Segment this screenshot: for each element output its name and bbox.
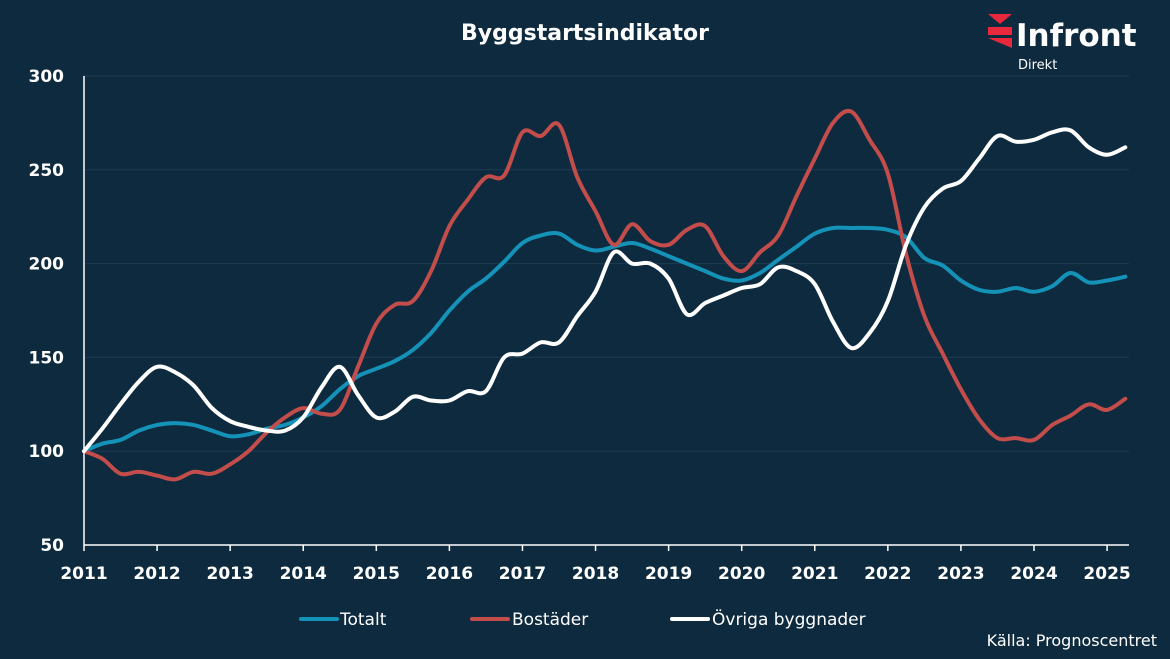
series-lines xyxy=(82,108,1128,482)
x-tick-label-2013: 2013 xyxy=(206,564,253,584)
axes xyxy=(83,76,1129,551)
x-tick-label-2018: 2018 xyxy=(572,564,619,584)
x-tick-label-2023: 2023 xyxy=(937,564,984,584)
x-tick-label-2022: 2022 xyxy=(864,564,911,584)
x-tick-label-2024: 2024 xyxy=(1010,564,1057,584)
x-tick-label-2020: 2020 xyxy=(718,564,765,584)
series-line-ovriga-byggnader xyxy=(82,127,1128,454)
y-tick-label-200: 200 xyxy=(29,255,65,275)
y-axis-ticks: 50 100 150 200 250 300 xyxy=(29,67,65,556)
logo-sub: Direkt xyxy=(1018,58,1057,73)
series-line-bostader xyxy=(82,108,1128,482)
y-tick-label-100: 100 xyxy=(29,442,65,462)
logo-name: Infront xyxy=(1016,18,1137,54)
legend-item-totalt: Totalt xyxy=(299,610,387,630)
legend-label-totalt: Totalt xyxy=(339,610,387,630)
y-tick-label-50: 50 xyxy=(40,536,64,556)
y-tick-label-150: 150 xyxy=(29,348,65,368)
x-tick-label-2011: 2011 xyxy=(60,564,107,584)
chart-title: Byggstartsindikator xyxy=(461,21,709,46)
x-axis-ticks: 2011 2012 2013 2014 2015 2016 2017 2018 2019 2020… xyxy=(60,564,1130,584)
legend-item-bostader: Bostäder xyxy=(470,610,588,630)
x-tick-label-2021: 2021 xyxy=(791,564,838,584)
series-line-totalt xyxy=(82,225,1128,454)
x-tick-label-2017: 2017 xyxy=(499,564,546,584)
x-tick-label-2025: 2025 xyxy=(1083,564,1130,584)
y-tick-label-300: 300 xyxy=(29,67,65,87)
y-tick-label-250: 250 xyxy=(29,161,65,181)
x-tick-label-2019: 2019 xyxy=(645,564,692,584)
infront-logo: Infront Direkt xyxy=(988,14,1137,73)
legend-label-bostader: Bostäder xyxy=(512,610,588,630)
legend: Totalt Bostäder Övriga byggnader xyxy=(299,608,866,630)
legend-label-ovriga-byggnader: Övriga byggnader xyxy=(712,608,866,630)
legend-item-ovriga-byggnader: Övriga byggnader xyxy=(670,608,866,630)
source-note: Källa: Prognoscentret xyxy=(987,631,1157,650)
infront-logo-mark-icon xyxy=(988,14,1012,48)
x-tick-label-2016: 2016 xyxy=(426,564,473,584)
x-tick-label-2014: 2014 xyxy=(280,564,327,584)
x-tick-label-2015: 2015 xyxy=(353,564,400,584)
x-tick-label-2012: 2012 xyxy=(133,564,180,584)
